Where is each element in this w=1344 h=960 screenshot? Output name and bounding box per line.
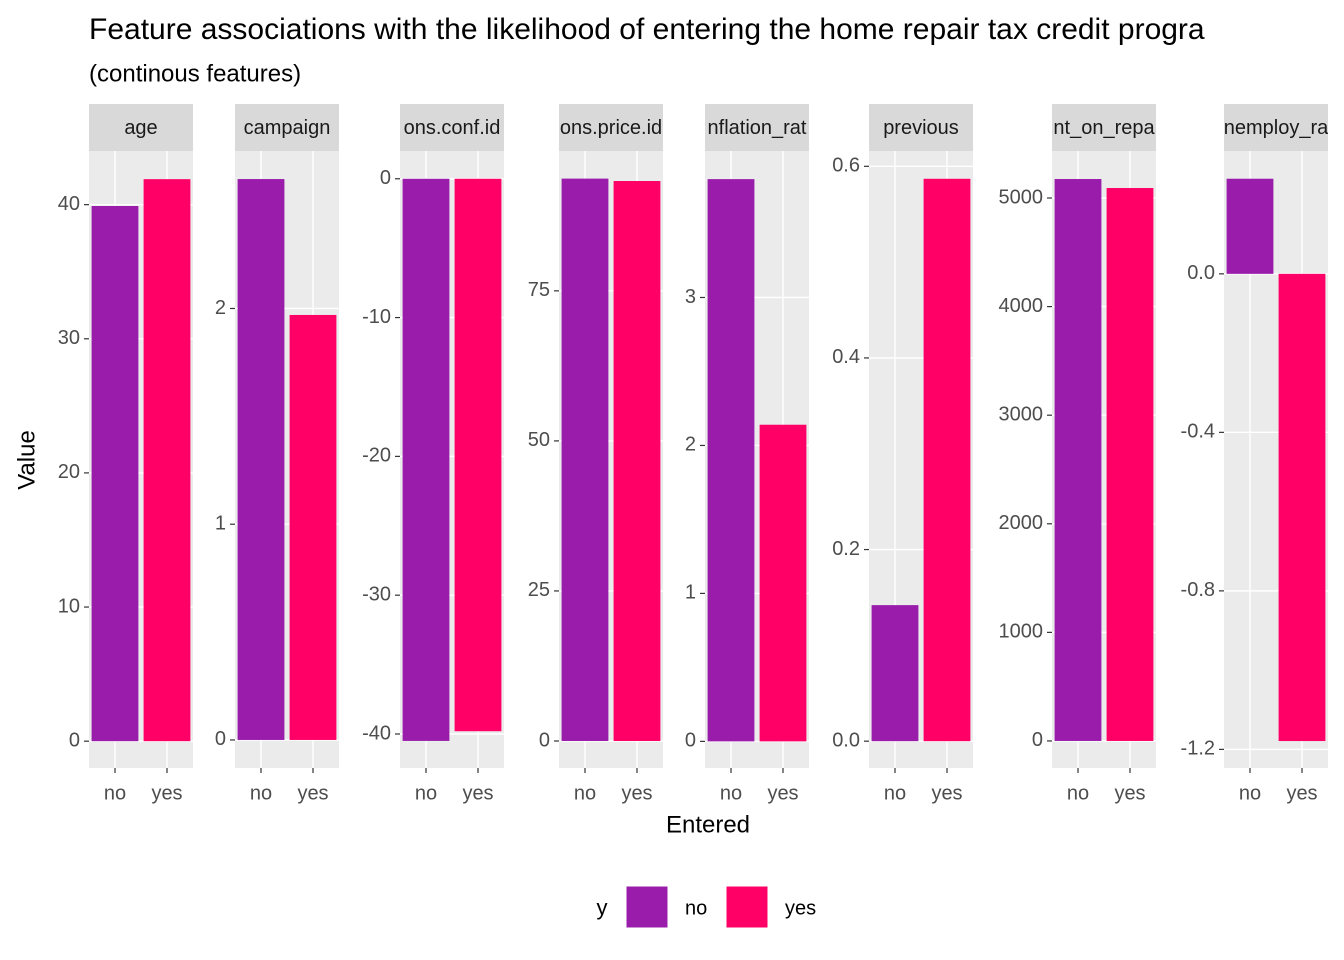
strip-label: age	[124, 117, 157, 139]
y-tick-label: 0	[1032, 729, 1043, 751]
legend-key	[625, 885, 669, 929]
y-tick-label: 0	[215, 728, 226, 750]
strip-background	[869, 104, 973, 151]
bar	[1054, 179, 1102, 741]
x-tick-label: no	[250, 782, 272, 804]
y-tick-label: 0.6	[832, 155, 860, 177]
strip-background	[559, 104, 663, 151]
bar	[143, 179, 191, 742]
y-tick-label: 0	[380, 167, 391, 189]
y-tick-label: 0.4	[832, 346, 860, 368]
y-tick-label: 2	[215, 297, 226, 319]
y-tick-label: 0	[685, 730, 696, 752]
strip-label: nflation_rat	[708, 117, 807, 139]
strip-label: nemploy_ra	[1224, 117, 1329, 139]
y-tick-label: 3	[685, 286, 696, 308]
y-tick-label: -20	[362, 445, 391, 467]
chart-title: Feature associations with the likelihood…	[89, 13, 1205, 46]
strip-background	[400, 104, 504, 151]
bar	[1226, 178, 1274, 274]
legend-title: y	[597, 895, 608, 920]
legend-key	[725, 885, 769, 929]
x-tick-label: yes	[621, 782, 652, 804]
bar	[707, 179, 755, 742]
y-tick-label: 75	[528, 279, 550, 301]
bar	[402, 178, 450, 741]
y-tick-label: 0.2	[832, 538, 860, 560]
x-tick-label: yes	[931, 782, 962, 804]
strip-label: ons.conf.id	[404, 117, 501, 139]
y-tick-label: 0.0	[832, 729, 860, 751]
y-tick-label: 40	[58, 193, 80, 215]
bar	[759, 424, 807, 742]
y-tick-label: 0.0	[1187, 262, 1215, 284]
y-tick-label: -0.8	[1181, 579, 1215, 601]
x-tick-label: yes	[462, 782, 493, 804]
bar	[1106, 188, 1154, 741]
bar	[871, 605, 919, 742]
y-tick-label: 1000	[999, 621, 1044, 643]
y-tick-label: -40	[362, 722, 391, 744]
y-tick-label: 5000	[999, 186, 1044, 208]
x-tick-label: yes	[767, 782, 798, 804]
bar	[91, 205, 139, 742]
y-tick-label: 10	[58, 595, 80, 617]
x-tick-label: yes	[151, 782, 182, 804]
y-tick-label: 50	[528, 429, 550, 451]
strip-background	[1052, 104, 1156, 151]
x-tick-label: no	[1067, 782, 1089, 804]
y-tick-label: 30	[58, 327, 80, 349]
x-tick-label: no	[720, 782, 742, 804]
strip-label: nt_on_repa	[1053, 117, 1155, 139]
y-tick-label: -30	[362, 583, 391, 605]
bar	[454, 178, 502, 732]
legend-label: no	[685, 897, 707, 919]
bar	[561, 178, 609, 741]
y-tick-label: -0.4	[1181, 421, 1215, 443]
y-tick-label: 2000	[999, 512, 1044, 534]
bar	[237, 179, 285, 740]
strip-background	[705, 104, 809, 151]
strip-label: campaign	[244, 117, 331, 139]
y-tick-label: 20	[58, 461, 80, 483]
y-tick-label: 1	[215, 513, 226, 535]
bar	[1278, 273, 1326, 742]
y-tick-label: 0	[539, 729, 550, 751]
strip-background	[1224, 104, 1328, 151]
x-tick-label: yes	[1114, 782, 1145, 804]
y-tick-label: 3000	[999, 403, 1044, 425]
strip-label: ons.price.id	[560, 117, 662, 139]
bar	[613, 181, 661, 741]
y-axis-title: Value	[13, 430, 40, 490]
x-tick-label: yes	[297, 782, 328, 804]
y-tick-label: 2	[685, 434, 696, 456]
y-tick-label: 4000	[999, 295, 1044, 317]
x-tick-label: no	[104, 782, 126, 804]
bar	[923, 178, 971, 742]
x-tick-label: yes	[1286, 782, 1317, 804]
y-tick-label: 1	[685, 582, 696, 604]
y-tick-label: -1.2	[1181, 738, 1215, 760]
y-tick-label: 0	[69, 729, 80, 751]
chart-subtitle: (continous features)	[89, 60, 301, 87]
x-tick-label: no	[1239, 782, 1261, 804]
x-tick-label: no	[574, 782, 596, 804]
strip-background	[89, 104, 193, 151]
x-tick-label: no	[415, 782, 437, 804]
strip-label: previous	[883, 117, 959, 139]
x-tick-label: no	[884, 782, 906, 804]
y-tick-label: 25	[528, 579, 550, 601]
y-tick-label: -10	[362, 306, 391, 328]
legend-label: yes	[785, 897, 816, 919]
strip-background	[235, 104, 339, 151]
bar	[289, 314, 337, 740]
x-axis-title: Entered	[666, 811, 750, 838]
